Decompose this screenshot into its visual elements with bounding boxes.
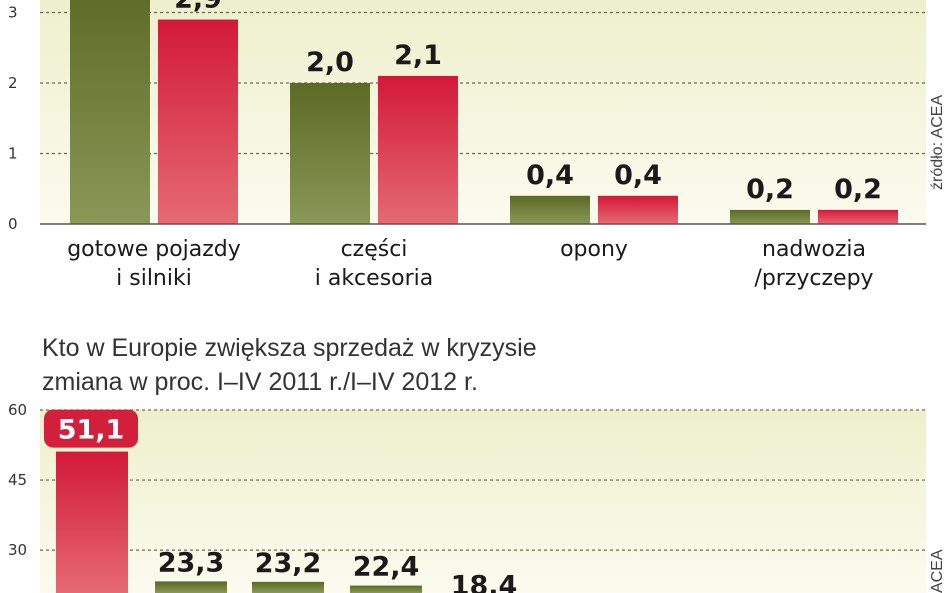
plot-background (40, 410, 926, 593)
data-label: 0,2 (834, 174, 882, 205)
y-tick-label: 30 (8, 541, 27, 559)
chart-sales-growth: Kto w Europie zwiększa sprzedaż w kryzys… (8, 334, 946, 593)
bar (510, 195, 590, 224)
y-axis-ticks: 0 1 2 3 (8, 4, 18, 234)
data-label: 18,4 (451, 570, 518, 593)
data-label: 23,3 (158, 547, 225, 578)
bar (290, 83, 370, 224)
data-label: 0,4 (526, 160, 574, 191)
chart-title-line-1: Kto w Europie zwiększa sprzedaż w kryzys… (42, 334, 537, 362)
bars (56, 451, 422, 593)
bar (818, 209, 898, 224)
category-labels: gotowe pojazdy i silniki części i akcesoria… (67, 237, 873, 291)
category-label: opony (560, 237, 628, 262)
data-label: 2,1 (394, 40, 442, 71)
data-label: 2,9 (174, 0, 222, 15)
bar (155, 581, 227, 593)
category-label: części (341, 237, 408, 262)
data-label: 0,4 (614, 160, 662, 191)
data-label-badge (44, 409, 138, 448)
y-tick-label: 60 (8, 401, 27, 419)
category-label: i akcesoria (315, 266, 434, 291)
data-label: 2,0 (306, 47, 354, 78)
bar (598, 195, 678, 224)
bar (158, 19, 238, 224)
gridlines (40, 409, 926, 551)
data-label: 23,2 (255, 548, 322, 579)
bar (378, 75, 458, 224)
category-label: /przyczepy (754, 266, 873, 291)
data-labels: 51,1 23,3 23,2 22,4 18,4 (44, 409, 518, 593)
y-tick-label: 2 (8, 74, 18, 92)
data-label: 0,2 (746, 174, 794, 205)
bar (56, 451, 128, 593)
data-label: 51,1 (58, 415, 125, 446)
y-tick-label: 1 (8, 145, 18, 163)
bar (350, 585, 422, 593)
bars (70, 0, 898, 224)
data-labels: 2,9 2,0 2,1 0,4 0,4 0,2 0,2 (174, 0, 882, 205)
gridlines (40, 11, 926, 155)
y-tick-label: 0 (8, 215, 18, 233)
category-label: i silniki (116, 266, 192, 291)
y-tick-label: 3 (8, 4, 18, 22)
source-label: ACEA (929, 549, 946, 593)
bar (730, 209, 810, 224)
bar (252, 581, 324, 593)
category-label: gotowe pojazdy (67, 237, 241, 262)
y-tick-label: 45 (8, 471, 27, 489)
y-axis-ticks: 30 45 60 (8, 401, 27, 559)
category-label: nadwozia (762, 237, 866, 262)
chart-sales-by-category: 0 1 2 3 2,9 2,0 2,1 0,4 0,4 0,2 0,2 gotowe pojazd… (8, 0, 946, 291)
chart-title-line-2: zmiana w proc. I–IV 2011 r./I–IV 2012 r. (42, 368, 478, 396)
data-label: 22,4 (353, 552, 420, 583)
source-label: źródło: ACEA (929, 95, 946, 190)
bar (70, 0, 150, 224)
